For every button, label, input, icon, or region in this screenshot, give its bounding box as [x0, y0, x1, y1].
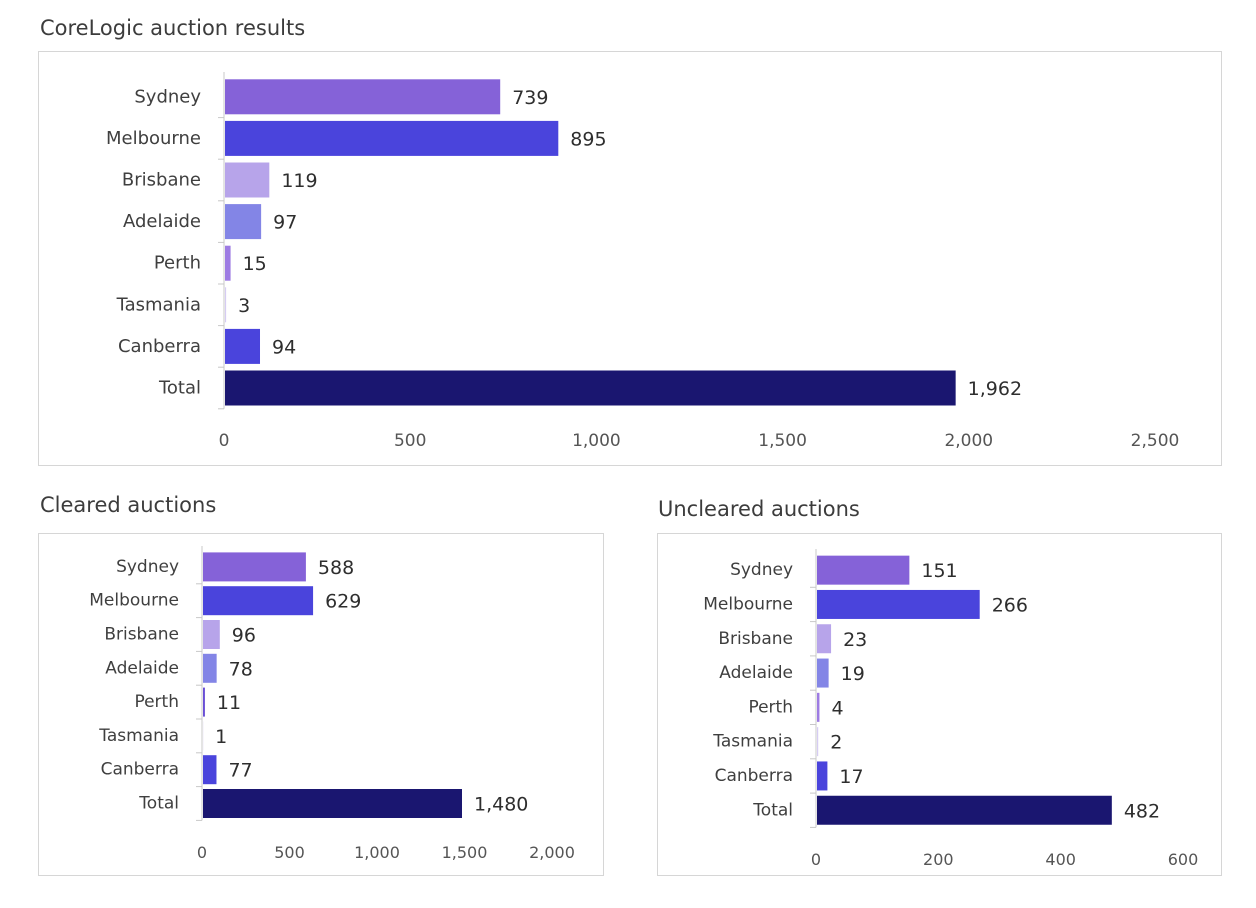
cleared-value-label: 11 — [217, 692, 241, 714]
cleared-value-label: 78 — [229, 658, 253, 680]
main-x-tick-label: 2,500 — [1131, 431, 1180, 451]
main-x-tick-label: 1,000 — [572, 431, 621, 451]
uncleared-value-label: 4 — [831, 697, 843, 719]
cleared-bar-brisbane — [203, 620, 220, 649]
cleared-x-tick-label: 2,000 — [529, 843, 575, 862]
main-chart-svg: Sydney 739 Melbourne 895 Brisbane 119 Adelaide… — [106, 72, 1180, 451]
uncleared-bar-total — [817, 795, 1112, 825]
cleared-bar-total — [203, 789, 462, 818]
main-bar-melbourne — [225, 120, 559, 156]
uncleared-bar-canberra — [817, 761, 828, 791]
uncleared-category-label: Melbourne — [703, 594, 793, 614]
uncleared-category-label: Perth — [748, 697, 793, 717]
main-value-label: 97 — [273, 212, 297, 234]
uncleared-value-label: 23 — [843, 629, 867, 651]
cleared-value-label: 96 — [232, 625, 256, 647]
uncleared-category-label: Sydney — [730, 560, 793, 580]
cleared-bar-perth — [203, 687, 205, 717]
cleared-value-label: 629 — [325, 591, 361, 613]
cleared-x-tick-label: 500 — [274, 843, 305, 862]
cleared-bar-canberra — [203, 755, 217, 785]
uncleared-category-label: Tasmania — [712, 732, 793, 752]
uncleared-bar-sydney — [817, 555, 910, 585]
cleared-category-label: Perth — [134, 692, 179, 712]
cleared-chart-title: Cleared auctions — [40, 493, 217, 517]
main-category-label: Melbourne — [106, 128, 201, 149]
uncleared-chart-svg: Sydney 151 Melbourne 266 Brisbane 23 Adelaide 1… — [703, 549, 1199, 869]
main-x-tick-label: 0 — [219, 431, 230, 451]
uncleared-value-label: 151 — [921, 560, 957, 582]
uncleared-bar-melbourne — [817, 589, 980, 619]
main-x-tick-label: 1,500 — [758, 431, 807, 451]
cleared-value-label: 1,480 — [474, 794, 528, 816]
uncleared-category-label: Brisbane — [718, 629, 793, 649]
main-chart-title: CoreLogic auction results — [40, 16, 306, 40]
main-value-label: 1,962 — [968, 378, 1022, 400]
uncleared-x-tick-label: 0 — [811, 850, 821, 869]
main-x-tick-label: 500 — [394, 431, 426, 451]
main-value-label: 739 — [512, 87, 548, 109]
main-category-label: Brisbane — [122, 170, 201, 191]
cleared-category-label: Melbourne — [89, 591, 179, 611]
cleared-bar-sydney — [203, 552, 306, 582]
main-bar-canberra — [225, 328, 261, 364]
uncleared-x-tick-label: 400 — [1045, 850, 1076, 869]
uncleared-bar-perth — [817, 692, 820, 722]
uncleared-category-label: Adelaide — [719, 663, 793, 683]
cleared-value-label: 588 — [318, 557, 354, 579]
main-category-label: Perth — [154, 253, 201, 274]
cleared-x-tick-label: 1,500 — [442, 843, 488, 862]
cleared-x-tick-label: 1,000 — [354, 843, 400, 862]
cleared-chart-svg: Sydney 588 Melbourne 629 Brisbane 96 Adelaide 7… — [89, 546, 575, 862]
uncleared-category-label: Total — [752, 800, 793, 820]
main-category-label: Tasmania — [116, 294, 201, 315]
uncleared-chart-panel: Sydney 151 Melbourne 266 Brisbane 23 Adelaide 1… — [657, 533, 1222, 876]
main-value-label: 119 — [281, 170, 317, 192]
uncleared-value-label: 2 — [830, 732, 842, 754]
main-bar-total — [225, 370, 956, 406]
cleared-category-label: Sydney — [116, 557, 179, 577]
main-chart-panel: Sydney 739 Melbourne 895 Brisbane 119 Adelaide… — [38, 51, 1222, 466]
cleared-bar-melbourne — [203, 586, 314, 616]
uncleared-chart-title: Uncleared auctions — [658, 497, 860, 521]
cleared-x-tick-label: 0 — [197, 843, 207, 862]
cleared-value-label: 77 — [228, 760, 252, 782]
uncleared-bar-adelaide — [817, 658, 829, 688]
main-bar-brisbane — [225, 162, 270, 198]
main-value-label: 94 — [272, 336, 296, 358]
main-bar-adelaide — [225, 204, 262, 240]
uncleared-category-label: Canberra — [715, 766, 793, 786]
uncleared-x-tick-label: 200 — [923, 850, 954, 869]
main-x-tick-label: 2,000 — [944, 431, 993, 451]
cleared-category-label: Canberra — [101, 760, 179, 780]
main-value-label: 3 — [238, 295, 250, 317]
uncleared-bar-brisbane — [817, 624, 832, 654]
main-value-label: 895 — [570, 128, 606, 150]
cleared-chart-panel: Sydney 588 Melbourne 629 Brisbane 96 Adelaide 7… — [38, 533, 604, 876]
main-category-label: Canberra — [118, 336, 201, 357]
uncleared-x-tick-label: 600 — [1168, 850, 1199, 869]
main-bar-tasmania — [225, 287, 227, 323]
cleared-category-label: Brisbane — [104, 625, 179, 645]
main-category-label: Sydney — [134, 86, 201, 107]
cleared-category-label: Tasmania — [98, 726, 179, 746]
uncleared-bar-tasmania — [817, 727, 819, 757]
cleared-value-label: 1 — [215, 726, 227, 748]
main-category-label: Total — [158, 378, 201, 399]
main-category-label: Adelaide — [123, 211, 201, 232]
main-bar-sydney — [225, 79, 501, 115]
cleared-bar-adelaide — [203, 653, 217, 683]
cleared-category-label: Total — [138, 794, 179, 814]
uncleared-value-label: 482 — [1124, 800, 1160, 822]
uncleared-value-label: 266 — [992, 594, 1028, 616]
cleared-category-label: Adelaide — [105, 658, 179, 678]
main-value-label: 15 — [243, 253, 267, 275]
uncleared-value-label: 17 — [839, 766, 863, 788]
uncleared-value-label: 19 — [841, 663, 865, 685]
main-bar-perth — [225, 245, 231, 281]
